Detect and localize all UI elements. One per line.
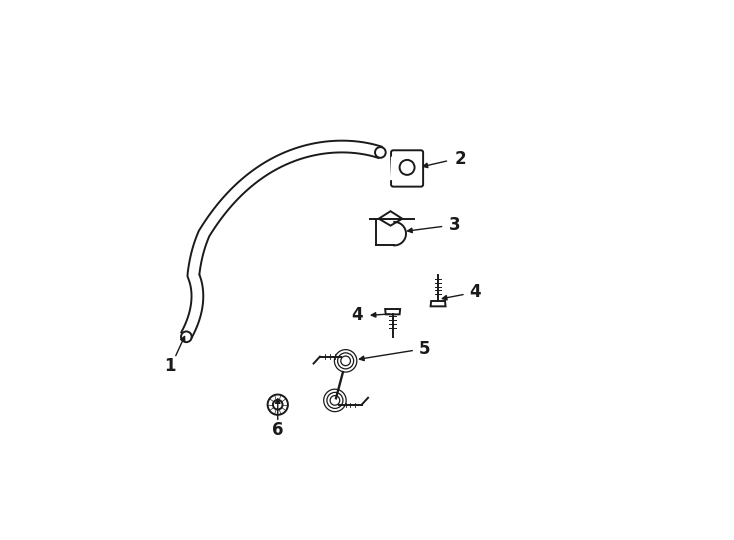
Text: 3: 3 (449, 215, 461, 234)
Text: 1: 1 (164, 357, 176, 375)
Text: 2: 2 (455, 150, 466, 168)
Text: 5: 5 (419, 340, 430, 357)
Text: 6: 6 (272, 421, 283, 440)
Text: 4: 4 (352, 306, 363, 325)
Text: 4: 4 (470, 284, 482, 301)
